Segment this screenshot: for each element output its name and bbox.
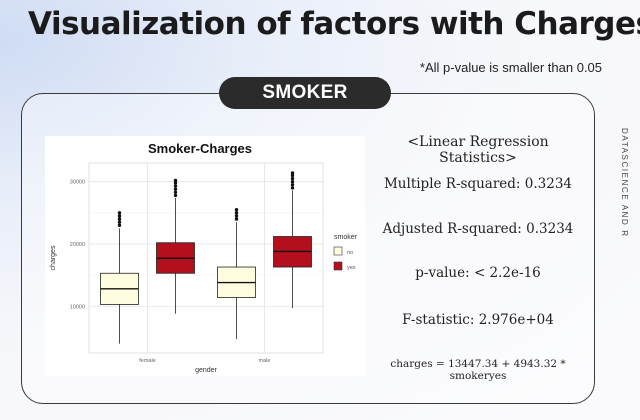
grid-layer [89,163,323,353]
slide-title: Visualization of factors with Charges [28,6,640,42]
x-axis-label: gender [195,367,217,374]
outlier-point [290,176,295,181]
adjusted-r-squared: Adjusted R-squared: 0.3234 [382,221,574,237]
outlier-point [234,217,239,221]
outlier-point [117,217,122,221]
multiple-r-squared: Multiple R-squared: 0.3234 [383,176,573,192]
box-female-yes [156,178,195,314]
outlier-point [290,179,295,184]
section-badge: SMOKER [219,77,391,109]
legend-label-no: no [347,250,353,256]
x-tick-label: female [139,358,156,364]
f-statistic: F-statistic: 2.976e+04 [402,312,554,328]
outlier-point [117,214,122,218]
chart-title: Smoker-Charges [148,141,252,156]
outlier-point [117,223,122,227]
legend-title: smoker [334,234,358,241]
outlier-point [290,186,295,190]
p-value-note: *All p-value is smaller than 0.05 [419,60,602,75]
outlier-point [290,183,295,187]
outlier-point [234,208,239,212]
p-value-stat: p-value: < 2.2e-16 [415,265,541,281]
boxplot-svg: Smoker-Charges 10000 20000 30000 female male… [50,141,358,374]
legend-swatch-yes [333,261,343,271]
legend: smoker no yes [333,234,358,271]
outlier-point [173,181,178,185]
outlier-point [234,214,239,218]
outlier-point [173,193,178,198]
outlier-point [290,171,295,175]
outlier-point [173,178,178,183]
box-female-no [100,211,139,344]
outlier-point [173,184,178,188]
y-tick-label: 10000 [70,304,85,310]
outlier-point [173,190,178,194]
side-label: DATASCIENCE AND R [620,128,629,238]
outlier-point [234,211,239,215]
x-tick-label: male [259,358,271,364]
legend-label-yes: yes [347,265,356,271]
outlier-point [117,220,122,224]
regression-stats: <Linear Regression Statistics> Multiple … [368,134,588,382]
boxplot-chart: Smoker-Charges 10000 20000 30000 female male… [45,136,365,376]
y-tick-label: 20000 [70,242,85,248]
outlier-point [117,211,122,215]
axis-layer: 10000 20000 30000 female male [70,180,271,364]
regression-equation: charges = 13447.34 + 4943.32 * smokeryes [390,358,566,382]
stats-heading: <Linear Regression Statistics> [407,134,549,166]
y-axis-label: charges [50,245,57,270]
outlier-point [173,187,178,191]
y-tick-label: 30000 [70,180,85,186]
outlier-point [290,173,295,178]
box-male-no [217,208,256,340]
box-layer [100,171,312,344]
box-male-yes [273,171,312,309]
legend-swatch-no [333,246,343,256]
